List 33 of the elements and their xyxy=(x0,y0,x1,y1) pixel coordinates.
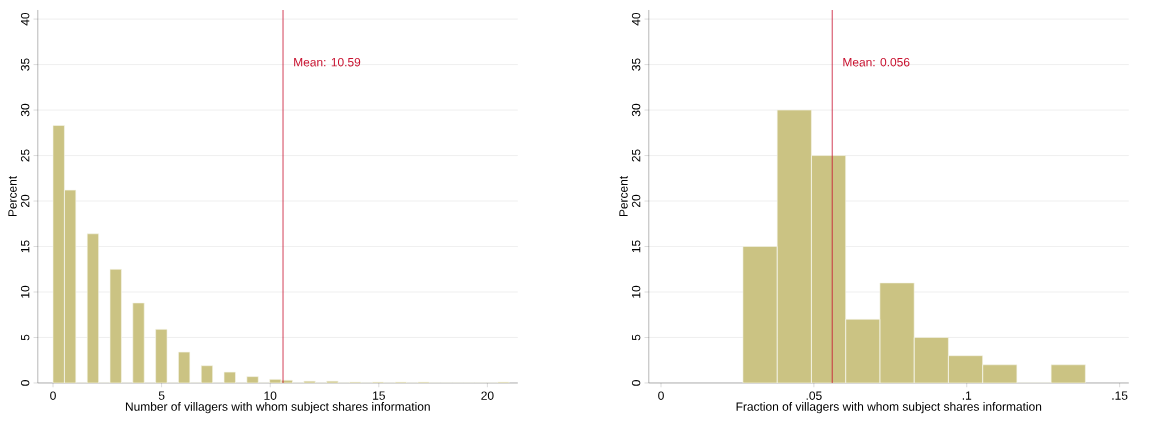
x-axis-title: Number of villagers with whom subject shares information xyxy=(125,402,430,414)
y-tick-label: 5 xyxy=(632,334,641,341)
y-tick-label: 10 xyxy=(631,285,641,298)
x-tick-label: .1 xyxy=(962,391,972,400)
x-tick-label: 5 xyxy=(158,391,165,400)
x-tick-label: .05 xyxy=(806,391,822,400)
y-tick-label: 40 xyxy=(20,12,30,26)
x-axis-title: Fraction of villagers with whom subject shares information xyxy=(736,402,1042,414)
y-tick-label: 5 xyxy=(21,334,30,341)
x-tick-label: 20 xyxy=(481,391,494,400)
x-tick-label: 15 xyxy=(373,391,385,400)
y-tick-label: 30 xyxy=(631,103,641,117)
y-tick-label: 25 xyxy=(20,149,30,162)
y-tick-label: 0 xyxy=(20,380,30,386)
y-tick-label: 35 xyxy=(631,58,641,71)
ref-line-label: Mean: 10.59 xyxy=(294,57,361,67)
y-tick-label: 15 xyxy=(21,240,30,253)
y-tick-label: 20 xyxy=(20,194,30,208)
x-tick-label: 10 xyxy=(264,391,277,400)
y-tick-label: 40 xyxy=(631,12,641,26)
y-tick-label: 25 xyxy=(631,149,641,162)
y-axis-title: Percent xyxy=(8,175,17,217)
x-tick-label: 0 xyxy=(658,391,664,400)
y-tick-label: 10 xyxy=(20,285,30,298)
x-tick-label: .15 xyxy=(1112,391,1128,400)
y-tick-label: 20 xyxy=(631,194,641,208)
y-tick-label: 15 xyxy=(632,240,641,253)
y-axis-title: Percent xyxy=(619,175,628,217)
y-tick-label: 35 xyxy=(20,58,30,71)
ref-line-label: Mean: 0.056 xyxy=(843,57,910,67)
y-tick-label: 0 xyxy=(631,380,641,386)
y-tick-label: 30 xyxy=(20,103,30,117)
x-tick-label: 0 xyxy=(50,391,56,400)
